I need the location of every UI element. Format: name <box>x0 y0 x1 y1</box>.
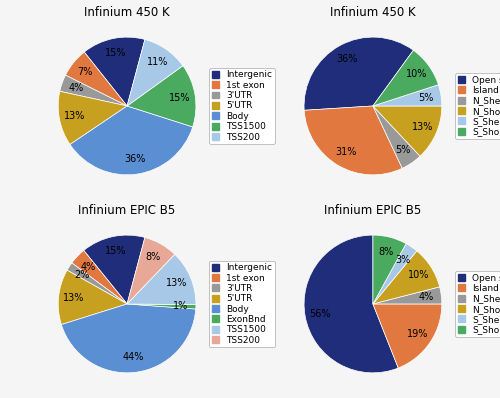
Text: 36%: 36% <box>336 54 357 64</box>
Text: 10%: 10% <box>406 69 427 80</box>
Wedge shape <box>66 52 127 106</box>
Text: 7%: 7% <box>78 67 93 77</box>
Wedge shape <box>373 106 420 168</box>
Text: 31%: 31% <box>335 147 356 157</box>
Text: 36%: 36% <box>124 154 146 164</box>
Text: 44%: 44% <box>122 352 144 362</box>
Title: Infinium EPIC B5: Infinium EPIC B5 <box>78 204 176 217</box>
Wedge shape <box>58 270 127 324</box>
Wedge shape <box>127 304 196 309</box>
Wedge shape <box>304 106 402 175</box>
Wedge shape <box>373 287 442 304</box>
Text: 15%: 15% <box>105 246 126 256</box>
Wedge shape <box>304 37 414 110</box>
Wedge shape <box>127 238 174 304</box>
Text: 4%: 4% <box>80 262 96 272</box>
Wedge shape <box>127 39 183 106</box>
Wedge shape <box>373 304 442 368</box>
Wedge shape <box>373 251 440 304</box>
Text: 11%: 11% <box>147 57 169 67</box>
Title: Infinium EPIC B5: Infinium EPIC B5 <box>324 204 422 217</box>
Wedge shape <box>60 75 127 106</box>
Text: 13%: 13% <box>412 122 433 132</box>
Text: 13%: 13% <box>166 278 188 288</box>
Title: Infinium 450 K: Infinium 450 K <box>330 6 416 19</box>
Wedge shape <box>127 254 196 305</box>
Legend: Open sea, Island, N_Shelf, N_Shore, S_Shelf, S_Shore: Open sea, Island, N_Shelf, N_Shore, S_Sh… <box>455 73 500 139</box>
Text: 8%: 8% <box>378 247 394 257</box>
Text: 4%: 4% <box>418 292 434 302</box>
Wedge shape <box>373 244 417 304</box>
Legend: Intergenic, 1st exon, 3'UTR, 5'UTR, Body, ExonBnd, TSS1500, TSS200: Intergenic, 1st exon, 3'UTR, 5'UTR, Body… <box>209 261 275 347</box>
Text: 15%: 15% <box>106 49 127 59</box>
Wedge shape <box>70 106 192 175</box>
Text: 5%: 5% <box>418 93 434 103</box>
Wedge shape <box>127 66 196 127</box>
Wedge shape <box>62 304 196 373</box>
Text: 4%: 4% <box>69 83 84 93</box>
Text: 56%: 56% <box>310 309 331 319</box>
Wedge shape <box>304 235 398 373</box>
Text: 5%: 5% <box>396 145 411 155</box>
Text: 8%: 8% <box>146 252 161 262</box>
Wedge shape <box>84 37 145 106</box>
Wedge shape <box>373 106 442 156</box>
Wedge shape <box>373 235 406 304</box>
Wedge shape <box>58 91 127 144</box>
Legend: Intergenic, 1st exon, 3'UTR, 5'UTR, Body, TSS1500, TSS200: Intergenic, 1st exon, 3'UTR, 5'UTR, Body… <box>209 68 275 144</box>
Title: Infinium 450 K: Infinium 450 K <box>84 6 170 19</box>
Wedge shape <box>84 235 145 304</box>
Wedge shape <box>373 50 438 106</box>
Text: 10%: 10% <box>408 270 429 280</box>
Text: 3%: 3% <box>396 255 410 265</box>
Wedge shape <box>72 250 127 304</box>
Text: 1%: 1% <box>173 301 188 311</box>
Legend: Open sea, Island, N_Shelf, N_Shore, S_Shelf, S_Shore: Open sea, Island, N_Shelf, N_Shore, S_Sh… <box>455 271 500 337</box>
Text: 19%: 19% <box>406 329 428 339</box>
Text: 15%: 15% <box>170 92 191 103</box>
Text: 2%: 2% <box>74 270 90 280</box>
Wedge shape <box>373 85 442 106</box>
Text: 13%: 13% <box>64 111 85 121</box>
Text: 13%: 13% <box>63 293 84 303</box>
Wedge shape <box>67 263 127 304</box>
